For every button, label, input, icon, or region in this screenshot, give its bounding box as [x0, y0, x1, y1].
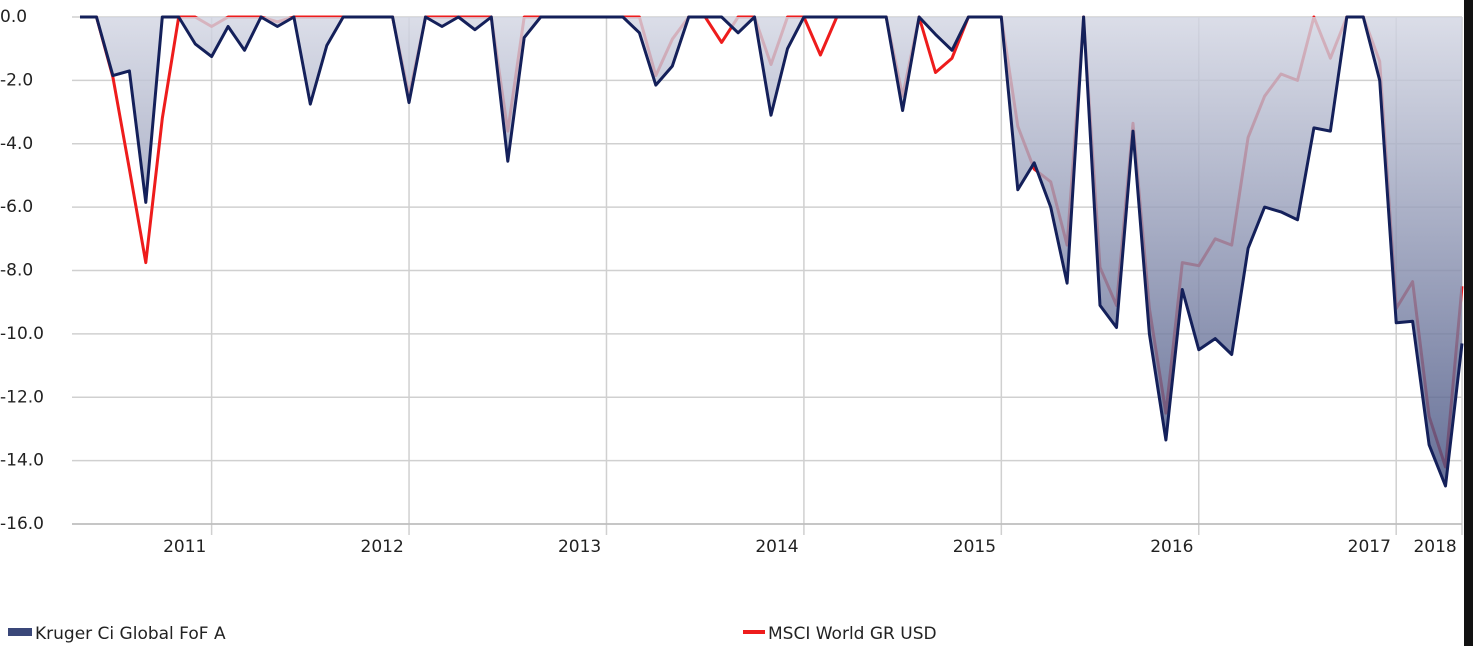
x-tick-label: 2016 — [1150, 537, 1193, 557]
y-tick-label: -14.0 — [0, 451, 44, 471]
y-tick-label: -16.0 — [0, 514, 44, 534]
x-tick-label: 2011 — [163, 537, 206, 557]
x-tick-label: 2013 — [558, 537, 601, 557]
y-tick-label: -6.0 — [0, 197, 33, 217]
y-tick-label: -10.0 — [0, 324, 44, 344]
scrollbar — [1464, 0, 1473, 646]
legend-label: MSCI World GR USD — [768, 624, 937, 644]
x-tick-label: 2015 — [953, 537, 996, 557]
legend-swatch — [8, 628, 32, 636]
y-tick-label: -8.0 — [0, 261, 33, 281]
fund-area — [80, 17, 1462, 486]
y-tick-label: -12.0 — [0, 387, 44, 407]
fund-line — [80, 15, 1464, 488]
y-tick-label: -4.0 — [0, 134, 33, 154]
legend-label: Kruger Ci Global FoF A — [35, 624, 226, 644]
x-tick-label: 2018 — [1413, 537, 1456, 557]
y-tick-label: 0.0 — [0, 7, 27, 27]
x-tick-label: 2012 — [361, 537, 404, 557]
y-tick-label: -2.0 — [0, 70, 33, 90]
x-tick-label: 2017 — [1348, 537, 1391, 557]
x-tick-label: 2014 — [755, 537, 798, 557]
